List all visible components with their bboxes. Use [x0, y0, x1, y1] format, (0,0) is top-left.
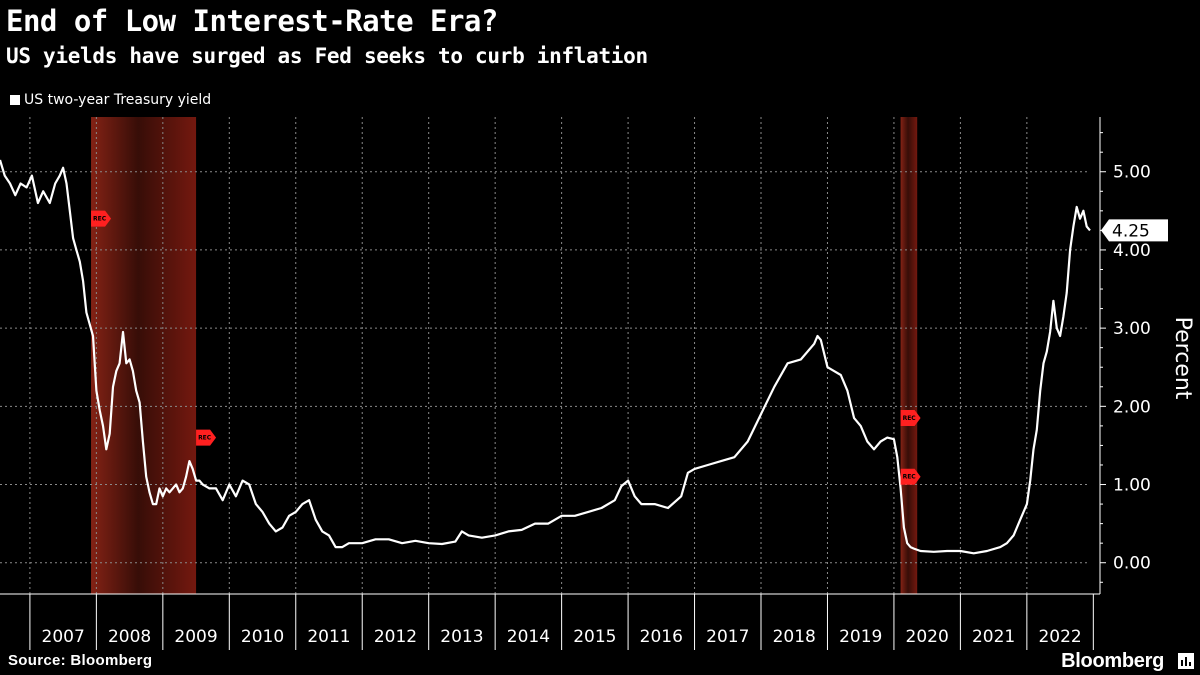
rec-marker-shape — [196, 429, 217, 446]
x-tick-label: 2008 — [108, 627, 151, 647]
rec-marker-label: REC — [903, 474, 917, 481]
rec-marker-4: REC — [900, 468, 921, 485]
brand-label: Bloomberg — [1061, 650, 1164, 672]
x-tick-label: 2010 — [241, 627, 284, 647]
legend: US two-year Treasury yield — [10, 92, 211, 108]
x-tick-label: 2022 — [1038, 627, 1081, 647]
y-tick-label: 4.00 — [1113, 241, 1151, 261]
x-tick-label: 2009 — [174, 627, 217, 647]
legend-swatch-icon — [10, 95, 20, 105]
y-tick-label: 2.00 — [1113, 397, 1151, 417]
last-value-callout: 4.25 — [1101, 219, 1168, 242]
rec-marker-label: REC — [198, 435, 212, 442]
recession-bands — [91, 117, 918, 594]
last-value-box — [1101, 219, 1168, 242]
source-note: Source: Bloomberg — [8, 652, 153, 669]
x-tick-label: 2020 — [906, 627, 949, 647]
rec-marker-label: REC — [903, 415, 917, 422]
x-tick-label: 2012 — [374, 627, 417, 647]
rec-markers: REC REC REC REC — [91, 210, 921, 485]
y-tick-label: 1.00 — [1113, 476, 1151, 496]
x-tick-label: 2013 — [440, 627, 483, 647]
rec-marker-2: REC — [196, 429, 217, 446]
y-tick-label: 0.00 — [1113, 554, 1151, 574]
x-tick-label: 2017 — [706, 627, 749, 647]
grid-lines — [0, 117, 1090, 594]
last-value-label: 4.25 — [1112, 221, 1150, 241]
y-tick-label: 5.00 — [1113, 163, 1151, 183]
x-tick-label: 2021 — [972, 627, 1015, 647]
axes: 0.00 1.00 2.00 3.00 4.00 5.00 2007 2008 2009 2010… — [0, 117, 1195, 650]
x-tick-label: 2019 — [839, 627, 882, 647]
series-line-1 — [0, 159, 1091, 555]
rec-marker-shape — [900, 410, 921, 427]
x-tick-label: 2011 — [307, 627, 350, 647]
chart-subtitle: US yields have surged as Fed seeks to cu… — [6, 44, 648, 68]
legend-label: US two-year Treasury yield — [24, 92, 212, 108]
x-tick-label: 2015 — [573, 627, 616, 647]
rec-marker-label: REC — [93, 216, 107, 223]
x-tick-label: 2016 — [640, 627, 683, 647]
x-tick-label: 2014 — [507, 627, 550, 647]
series-lines — [0, 159, 1091, 555]
rec-marker-shape — [900, 468, 921, 485]
y-axis-title: Percent — [1170, 317, 1195, 400]
x-tick-label: 2018 — [773, 627, 816, 647]
rec-marker-1: REC — [91, 210, 112, 227]
rec-marker-shape — [91, 210, 112, 227]
chart-title: End of Low Interest-Rate Era? — [6, 4, 498, 38]
rec-marker-3: REC — [900, 410, 921, 427]
y-tick-label: 3.00 — [1113, 319, 1151, 339]
bloomberg-logo-icon — [1178, 653, 1194, 669]
recession-band-1 — [91, 117, 197, 594]
x-tick-label: 2007 — [42, 627, 85, 647]
